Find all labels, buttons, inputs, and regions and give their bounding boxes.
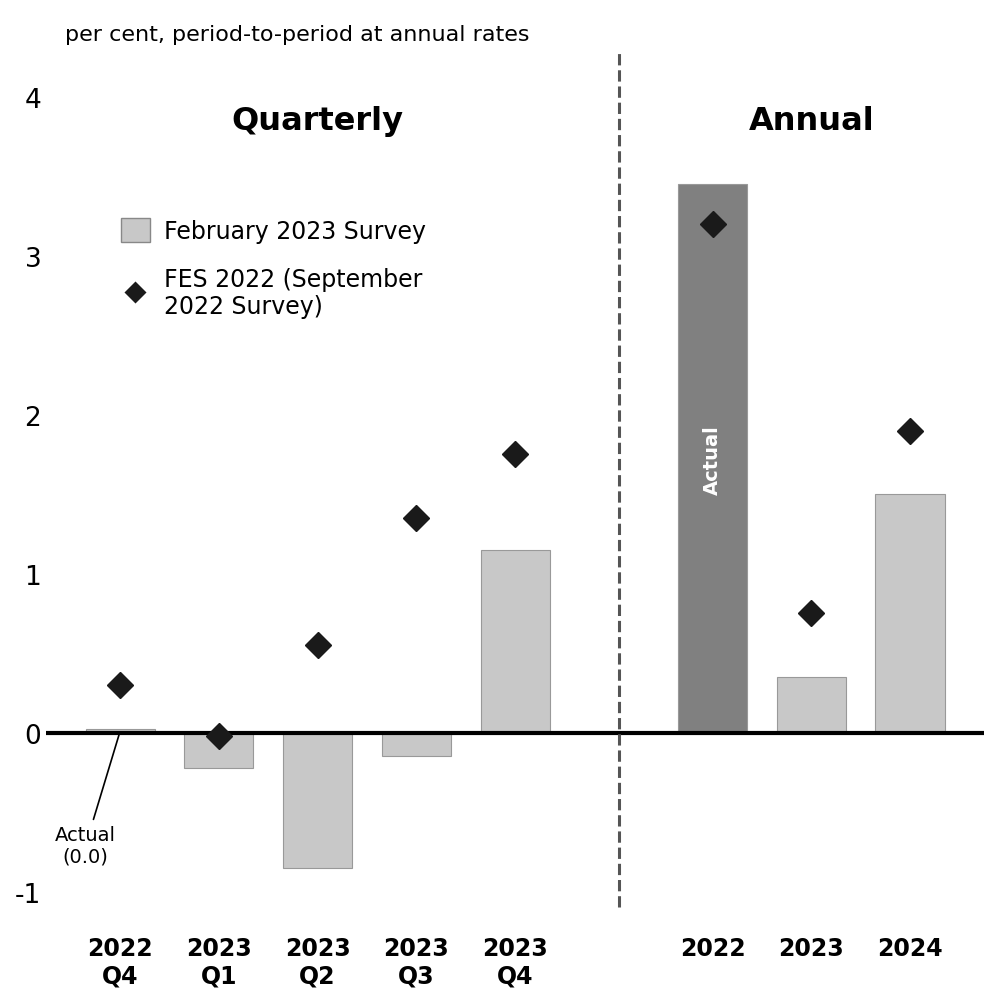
Bar — [776, 677, 846, 733]
Text: per cent, period-to-period at annual rates: per cent, period-to-period at annual rat… — [65, 25, 529, 45]
Bar — [481, 551, 549, 733]
Legend: February 2023 Survey, FES 2022 (September
2022 Survey): February 2023 Survey, FES 2022 (Septembe… — [114, 212, 433, 326]
Bar — [382, 733, 451, 756]
Text: Actual: Actual — [703, 425, 722, 494]
Bar — [678, 186, 747, 733]
Text: Quarterly: Quarterly — [232, 106, 404, 137]
Bar — [185, 733, 254, 768]
Text: Actual
(0.0): Actual (0.0) — [55, 734, 119, 866]
Bar — [283, 733, 353, 868]
Bar — [875, 494, 944, 733]
Bar — [86, 730, 155, 733]
Text: Annual: Annual — [748, 106, 874, 137]
